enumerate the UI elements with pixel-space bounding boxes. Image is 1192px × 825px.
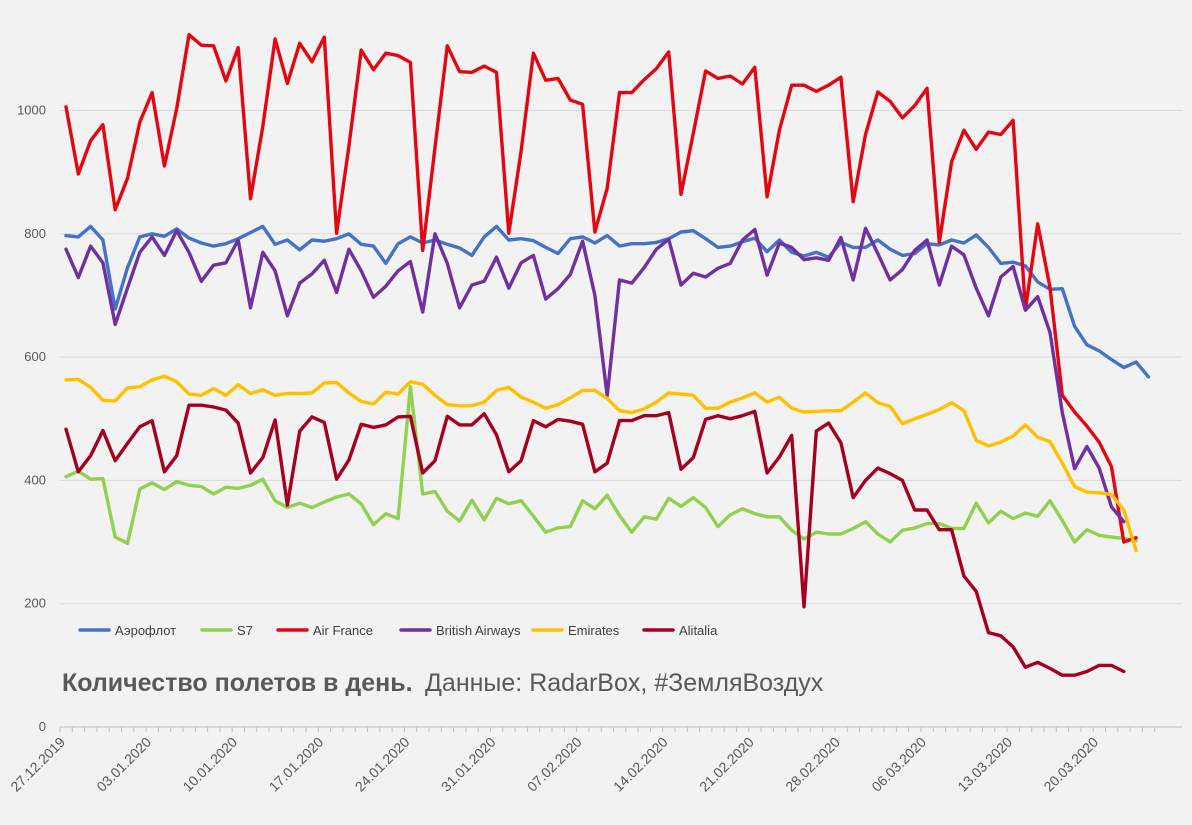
legend: Аэрофлот S7 Air France British Airways Emira… <box>78 623 718 638</box>
gridlines <box>60 110 1182 605</box>
series-lines <box>64 33 1151 677</box>
legend-label: Emirates <box>568 623 620 638</box>
x-tick-label: 20.03.2020 <box>1040 734 1101 795</box>
y-tick-label: 200 <box>24 596 46 611</box>
chart-title-bold: Количество полетов в день. <box>62 669 413 697</box>
x-tick-label: 13.03.2020 <box>954 734 1015 795</box>
series-line <box>64 33 1138 544</box>
x-tick-label: 27.12.2019 <box>7 734 68 795</box>
series-line <box>64 403 1126 677</box>
y-tick-label: 0 <box>39 719 46 734</box>
chart-title: Количество полетов в день. Данные: Radar… <box>62 669 824 697</box>
y-tick-label: 400 <box>24 472 46 487</box>
y-tick-label: 600 <box>24 349 46 364</box>
x-tick-label: 10.01.2020 <box>179 734 240 795</box>
series-line <box>64 224 1151 379</box>
legend-label: Аэрофлот <box>115 623 176 638</box>
y-tick-label: 1000 <box>17 103 46 118</box>
x-tick-label: 31.01.2020 <box>438 734 499 795</box>
x-tick-label: 17.01.2020 <box>266 734 327 795</box>
series-line <box>64 374 1138 553</box>
x-tick-label: 07.02.2020 <box>524 734 585 795</box>
x-tick-label: 14.02.2020 <box>610 734 671 795</box>
x-tick-label: 21.02.2020 <box>696 734 757 795</box>
x-tick-label: 03.01.2020 <box>93 734 154 795</box>
legend-label: S7 <box>237 623 253 638</box>
x-axis: 27.12.2019 03.01.2020 10.01.2020 17.01.2020… <box>7 726 1182 795</box>
legend-label: Air France <box>313 623 373 638</box>
series-line <box>64 385 1138 545</box>
x-tick-label: 28.02.2020 <box>782 734 843 795</box>
series-line <box>64 226 1126 524</box>
legend-label: Alitalia <box>679 623 718 638</box>
chart-subtitle: Данные: RadarBox, #ЗемляВоздух <box>425 669 824 697</box>
legend-label: British Airways <box>436 623 521 638</box>
x-tick-label: 06.03.2020 <box>868 734 929 795</box>
y-axis: 0 200 400 600 800 1000 <box>17 103 46 735</box>
y-tick-label: 800 <box>24 226 46 241</box>
x-tick-label: 24.01.2020 <box>352 734 413 795</box>
